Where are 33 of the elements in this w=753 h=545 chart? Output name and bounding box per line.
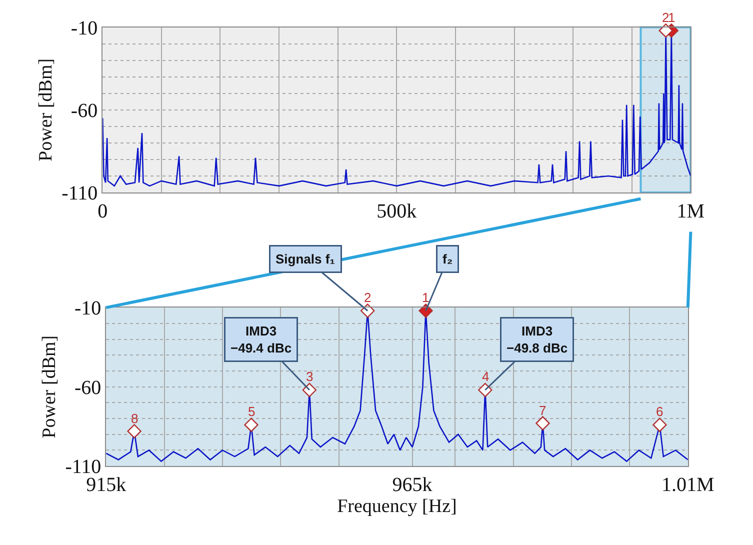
annotation: f₂ (442, 252, 453, 266)
y-axis-title: Power [dBm] (36, 58, 57, 162)
point (652, 418, 667, 432)
annotation: 2 (364, 290, 372, 305)
y-tick-label: -60 (70, 100, 98, 122)
annotation: 8 (131, 411, 138, 426)
annotation: Signals f₁ (276, 252, 336, 266)
x-tick-label: 1M (676, 200, 705, 223)
y-tick-label: -60 (74, 376, 102, 399)
annotation: 3 (306, 369, 314, 384)
y-tick-label: -10 (70, 17, 98, 40)
annotation: 6 (656, 404, 664, 419)
x-tick-label: 0 (98, 200, 108, 223)
y-axis-title: Power [dBm] (39, 335, 60, 438)
y-tick-label: -110 (62, 182, 98, 205)
annotation: 2 (662, 10, 670, 25)
annotation: 4 (482, 369, 490, 384)
annotation: 7 (539, 403, 546, 418)
point (302, 382, 317, 398)
annotation: IMD3 −49.4 dBc (230, 324, 292, 356)
point (536, 416, 550, 430)
x-tick-label: 965k (392, 474, 432, 496)
point (127, 424, 142, 438)
point (478, 382, 492, 398)
x-tick-label: 500k (376, 200, 417, 223)
x-tick-label: 1.01M (661, 474, 714, 496)
annotation: 5 (248, 404, 256, 419)
point (244, 418, 258, 432)
x-axis-title: Frequency [Hz] (337, 496, 457, 518)
annotation: IMD3 −49.8 dBc (506, 324, 568, 356)
annotation: 1 (668, 10, 676, 25)
y-tick-label: -10 (74, 298, 102, 320)
annotation: 1 (422, 290, 430, 305)
